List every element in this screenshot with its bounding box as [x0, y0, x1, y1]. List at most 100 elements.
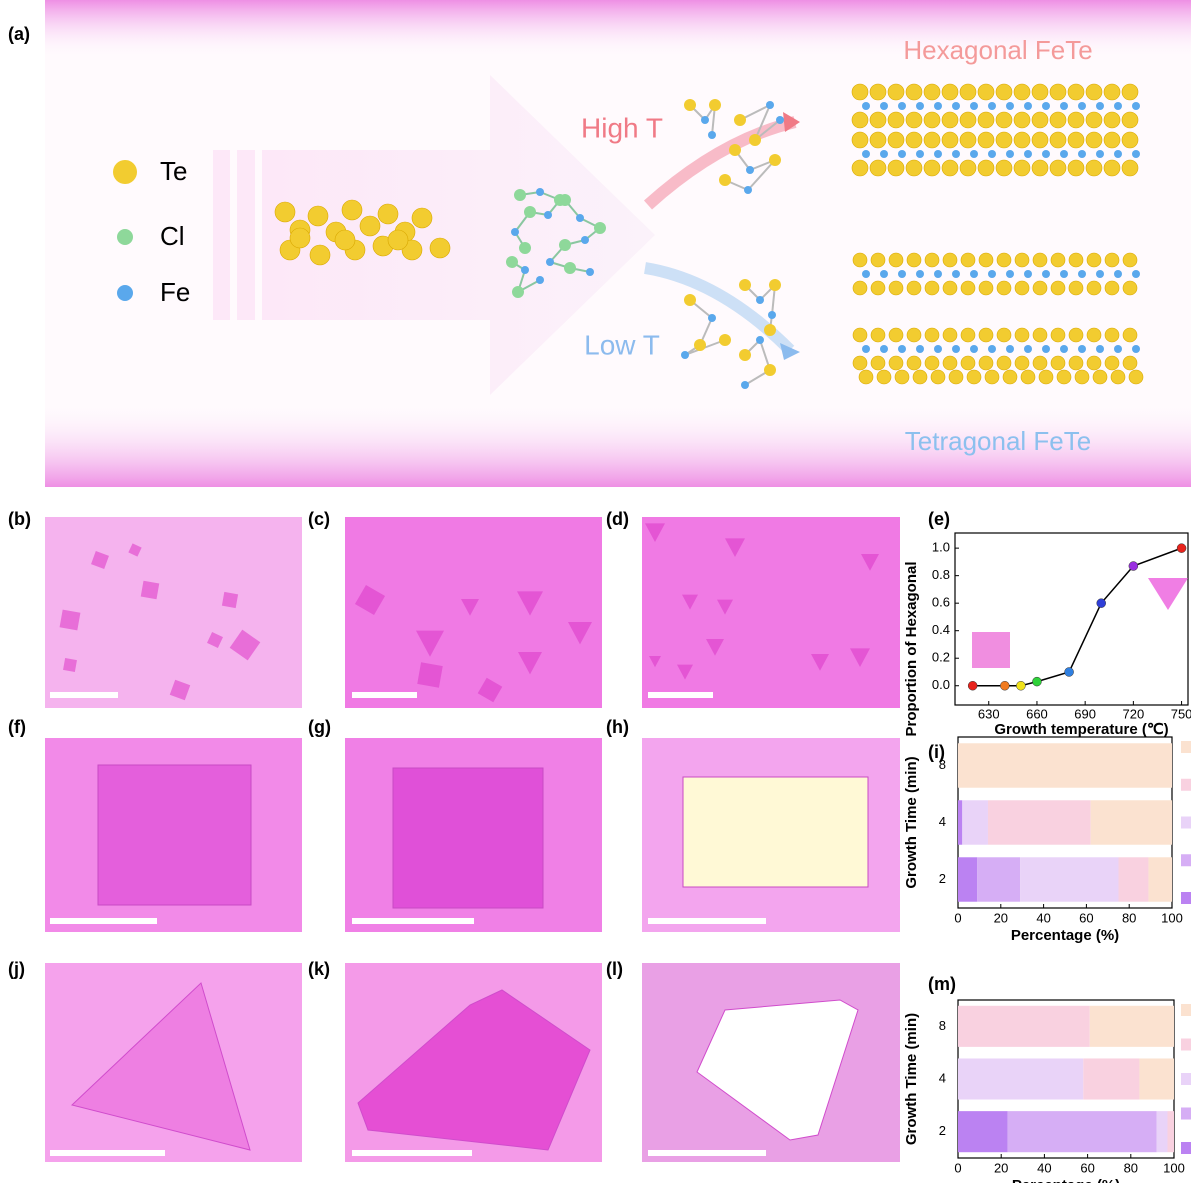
atom	[985, 370, 999, 384]
scale-bar	[648, 1150, 766, 1156]
atom	[1060, 102, 1068, 110]
atom	[559, 194, 571, 206]
atom	[506, 256, 518, 268]
atom	[978, 132, 994, 148]
x-tick-label: 690	[1074, 706, 1096, 721]
atom	[1050, 84, 1066, 100]
atom	[1123, 281, 1137, 295]
atom	[1042, 102, 1050, 110]
atom	[871, 281, 885, 295]
atom	[852, 84, 868, 100]
cl-atom	[117, 229, 133, 245]
atom	[924, 160, 940, 176]
fe-atom	[117, 285, 133, 301]
atom	[852, 132, 868, 148]
atom	[862, 102, 870, 110]
data-point	[1016, 681, 1025, 690]
atom	[1086, 112, 1102, 128]
atom	[1015, 253, 1029, 267]
atom	[979, 253, 993, 267]
atom	[853, 253, 867, 267]
legend-swatch	[1181, 1073, 1191, 1085]
x-axis-label: Percentage (%)	[1012, 1177, 1120, 1183]
atom	[960, 84, 976, 100]
atom	[1104, 112, 1120, 128]
atom	[1087, 281, 1101, 295]
y-tick-label: 0.0	[932, 677, 950, 692]
atom	[1087, 253, 1101, 267]
atom	[970, 345, 978, 353]
atom	[870, 84, 886, 100]
atom	[1050, 132, 1066, 148]
atom	[871, 328, 885, 342]
atom	[412, 208, 432, 228]
atom	[1104, 132, 1120, 148]
x-tick-label: 0	[954, 910, 961, 925]
atom	[925, 356, 939, 370]
atom	[559, 239, 571, 251]
atom	[1122, 160, 1138, 176]
atom	[943, 328, 957, 342]
atom	[949, 370, 963, 384]
atom	[521, 266, 529, 274]
atom	[888, 84, 904, 100]
atom	[1069, 328, 1083, 342]
scale-bar	[50, 1150, 165, 1156]
atom	[1033, 356, 1047, 370]
atom	[1114, 102, 1122, 110]
atom	[684, 99, 696, 111]
atom	[768, 311, 776, 319]
bar-segment	[1091, 800, 1172, 844]
atom	[1122, 132, 1138, 148]
atom	[1032, 84, 1048, 100]
atom	[744, 186, 752, 194]
figure: Te Cl Fe High T Low T Hexagonal FeTe Tet…	[0, 0, 1191, 1183]
bar-segment	[988, 800, 1091, 844]
flake	[98, 765, 251, 905]
legend-swatch	[1181, 779, 1191, 791]
flake	[63, 658, 77, 672]
tetragonal-label: Tetragonal FeTe	[905, 426, 1091, 456]
atom	[1114, 345, 1122, 353]
atom	[1006, 150, 1014, 158]
atom	[924, 84, 940, 100]
y-axis-label: Growth Time (min)	[903, 756, 920, 888]
micrograph	[45, 517, 302, 708]
atom	[1087, 356, 1101, 370]
atom	[378, 204, 398, 224]
bar-segment	[958, 1006, 1090, 1047]
x-tick-label: 60	[1079, 910, 1093, 925]
flake	[683, 777, 868, 887]
atom	[739, 349, 751, 361]
atom	[871, 253, 885, 267]
scale-bar	[352, 692, 417, 698]
atom	[1122, 112, 1138, 128]
atom	[1015, 356, 1029, 370]
atom	[898, 345, 906, 353]
atom	[1104, 84, 1120, 100]
atom	[952, 270, 960, 278]
atom	[546, 258, 554, 266]
atom	[764, 324, 776, 336]
atom	[776, 116, 784, 124]
atom	[852, 160, 868, 176]
atom	[536, 188, 544, 196]
atom	[1042, 150, 1050, 158]
data-point	[1065, 667, 1074, 676]
te-atom	[113, 160, 137, 184]
atom	[594, 222, 606, 234]
atom	[988, 345, 996, 353]
atom	[709, 99, 721, 111]
bar-segment	[958, 1111, 1008, 1152]
atom	[1032, 112, 1048, 128]
atom	[335, 230, 355, 250]
atom	[1032, 160, 1048, 176]
atom	[581, 236, 589, 244]
atom	[889, 328, 903, 342]
atom	[1051, 356, 1065, 370]
atom	[877, 370, 891, 384]
atom	[888, 112, 904, 128]
atom	[978, 84, 994, 100]
x-tick-label: 720	[1123, 706, 1145, 721]
atom	[853, 328, 867, 342]
